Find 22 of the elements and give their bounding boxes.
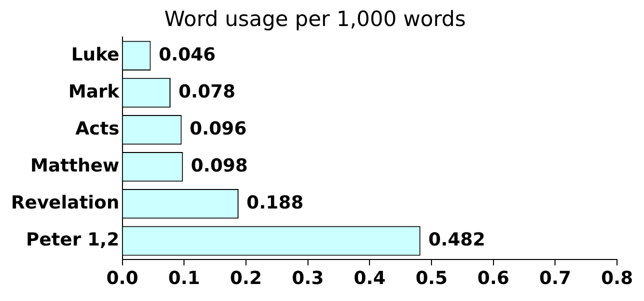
x-tick-label: 0.6 [477,268,510,289]
y-tick-label: Acts [75,118,120,140]
x-tick-label: 0.4 [354,268,386,289]
data-label: 0.098 [190,155,248,176]
data-label: 0.078 [178,81,236,102]
y-tick-label: Revelation [11,192,120,214]
x-tick-label: 0.7 [539,268,572,289]
y-tick-label: Peter 1,2 [26,230,120,251]
data-label: 0.482 [428,230,486,251]
data-label: 0.046 [158,44,216,66]
x-tick-label: 0.0 [106,268,138,289]
x-tick-label: 0.5 [416,268,448,289]
x-tick-label: 0.2 [230,268,262,289]
chart-title: Word usage per 1,000 words [164,7,466,32]
x-tick-label: 0.8 [601,268,633,289]
data-label: 0.188 [246,192,304,214]
y-tick-label: Mark [68,81,120,102]
y-tick-label: Luke [71,44,120,66]
data-label: 0.096 [190,118,247,140]
x-tick-label: 0.3 [292,268,324,289]
y-tick-label: Matthew [30,155,120,176]
x-tick-label: 0.1 [168,268,200,289]
